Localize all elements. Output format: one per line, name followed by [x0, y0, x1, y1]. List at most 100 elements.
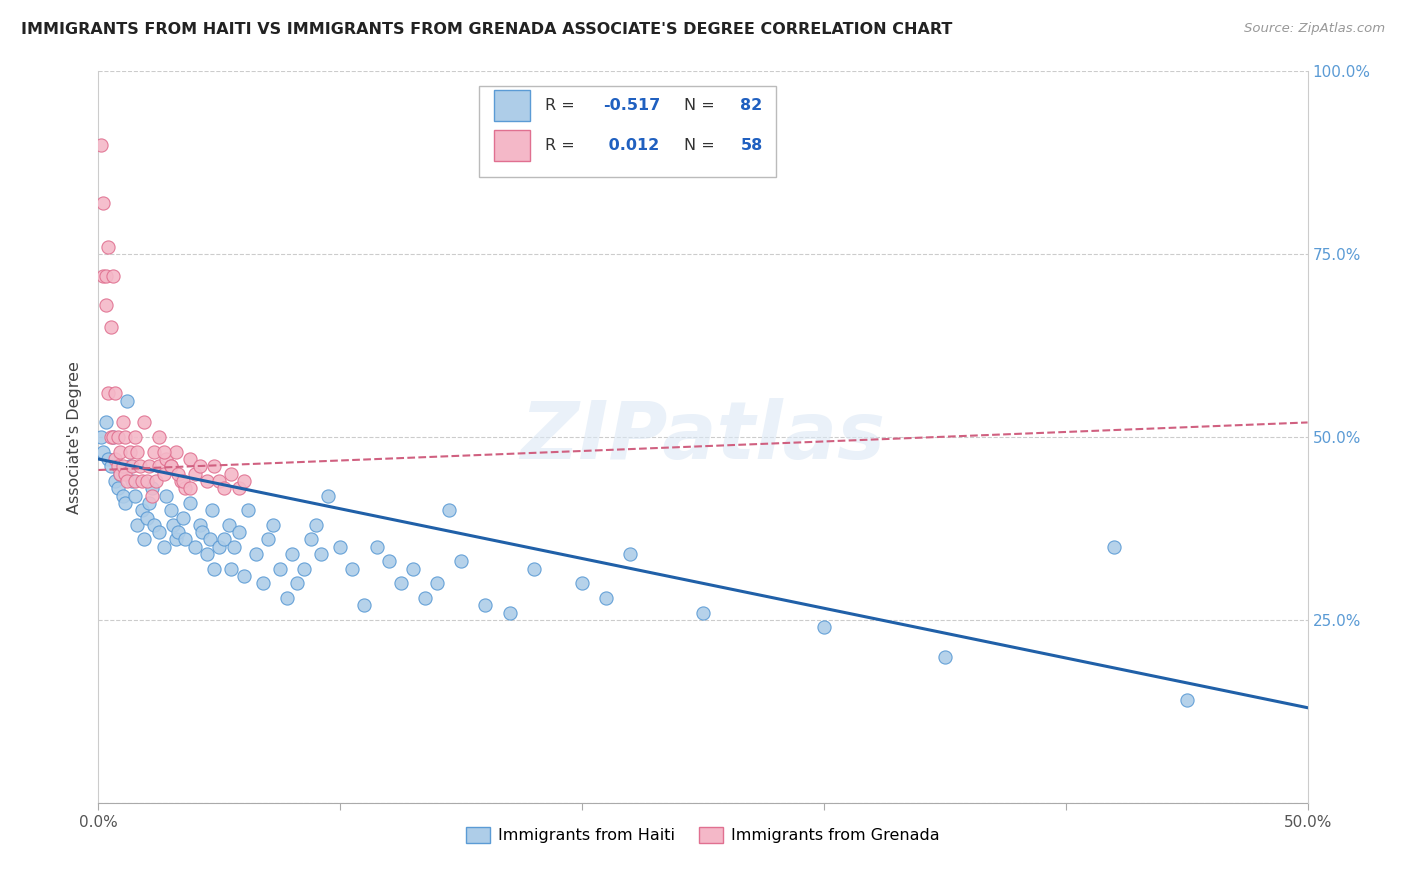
Point: [155, 452, 177, 467]
Point: [97, 452, 120, 467]
Point: [309, 547, 332, 561]
Point: [169, 474, 191, 488]
Point: [101, 269, 124, 284]
Point: [523, 562, 546, 576]
Point: [474, 599, 496, 613]
Point: [212, 533, 235, 547]
Point: [128, 459, 150, 474]
Point: [104, 386, 127, 401]
Text: 58: 58: [741, 138, 762, 153]
Point: [299, 533, 322, 547]
Text: -0.517: -0.517: [603, 98, 659, 113]
Point: [184, 467, 207, 481]
Legend: Immigrants from Haiti, Immigrants from Grenada: Immigrants from Haiti, Immigrants from G…: [460, 821, 946, 850]
Point: [90, 137, 112, 152]
Point: [167, 525, 190, 540]
Point: [121, 459, 143, 474]
Point: [228, 525, 250, 540]
Point: [101, 430, 124, 444]
Point: [148, 430, 170, 444]
Text: Source: ZipAtlas.com: Source: ZipAtlas.com: [1244, 22, 1385, 36]
Point: [222, 540, 245, 554]
Point: [114, 467, 136, 481]
Point: [152, 540, 174, 554]
Point: [619, 547, 641, 561]
Point: [204, 459, 226, 474]
Point: [366, 540, 388, 554]
Point: [292, 562, 315, 576]
Point: [118, 459, 141, 474]
Point: [117, 393, 139, 408]
Point: [91, 444, 114, 458]
Point: [437, 503, 460, 517]
Point: [108, 467, 131, 481]
Point: [595, 591, 617, 605]
Point: [117, 474, 139, 488]
Point: [221, 562, 243, 576]
Point: [107, 459, 129, 474]
Text: IMMIGRANTS FROM HAITI VS IMMIGRANTS FROM GRENADA ASSOCIATE'S DEGREE CORRELATION : IMMIGRANTS FROM HAITI VS IMMIGRANTS FROM…: [21, 22, 952, 37]
Point: [188, 459, 211, 474]
Point: [1102, 540, 1125, 554]
Point: [91, 269, 114, 284]
Point: [160, 503, 183, 517]
Point: [179, 452, 201, 467]
Point: [174, 481, 197, 495]
Point: [353, 599, 375, 613]
Point: [97, 386, 120, 401]
Point: [162, 517, 184, 532]
Point: [305, 517, 328, 532]
Point: [198, 533, 221, 547]
Point: [101, 430, 124, 444]
Point: [152, 444, 174, 458]
Point: [107, 481, 129, 495]
Point: [285, 576, 308, 591]
Point: [111, 489, 134, 503]
Text: 0.012: 0.012: [603, 138, 659, 153]
Point: [141, 481, 163, 495]
Point: [94, 269, 117, 284]
Point: [571, 576, 593, 591]
Point: [118, 444, 141, 458]
Point: [195, 547, 218, 561]
Point: [172, 474, 194, 488]
Point: [134, 533, 156, 547]
Point: [212, 481, 235, 495]
Point: [232, 569, 254, 583]
Point: [100, 459, 122, 474]
Point: [111, 459, 134, 474]
Point: [90, 430, 112, 444]
Point: [100, 430, 122, 444]
Point: [127, 444, 149, 458]
Point: [208, 540, 231, 554]
Point: [121, 474, 143, 488]
FancyBboxPatch shape: [479, 86, 776, 178]
Point: [228, 481, 250, 495]
Point: [262, 517, 284, 532]
Point: [232, 474, 254, 488]
Point: [238, 503, 260, 517]
Point: [402, 562, 425, 576]
Point: [165, 533, 187, 547]
FancyBboxPatch shape: [494, 130, 530, 161]
Point: [813, 620, 835, 634]
Point: [167, 467, 190, 481]
Point: [389, 576, 412, 591]
Point: [316, 489, 339, 503]
Point: [165, 444, 187, 458]
Point: [135, 474, 157, 488]
Point: [94, 416, 117, 430]
Text: 82: 82: [741, 98, 762, 113]
Point: [152, 467, 174, 481]
Point: [450, 554, 472, 568]
Point: [172, 510, 194, 524]
Point: [148, 525, 170, 540]
Point: [174, 533, 197, 547]
Point: [208, 474, 231, 488]
Point: [94, 298, 117, 312]
Point: [281, 547, 304, 561]
Point: [141, 489, 163, 503]
Point: [148, 459, 170, 474]
Point: [138, 496, 160, 510]
Point: [131, 474, 153, 488]
